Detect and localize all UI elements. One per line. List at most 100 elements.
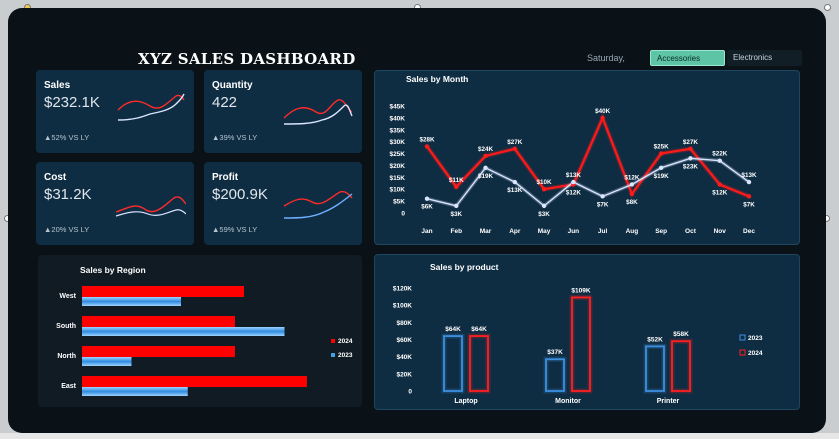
x-tick-label: May bbox=[538, 228, 551, 235]
slicer-accessories[interactable]: Accessories bbox=[650, 50, 725, 66]
data-label-2023: $19K bbox=[478, 173, 494, 180]
x-tick-label: Jan bbox=[421, 228, 432, 235]
kpi-label: Sales bbox=[44, 80, 71, 91]
resize-handle-top-right[interactable] bbox=[824, 4, 831, 11]
data-label-2023: $3K bbox=[450, 211, 462, 218]
data-point-2023 bbox=[600, 194, 605, 199]
kpi-card-cost[interactable]: Cost $31.2K ▲20% VS LY bbox=[36, 162, 194, 245]
data-label-2024: $109K bbox=[571, 287, 590, 294]
data-point-2024 bbox=[512, 146, 518, 151]
legend-swatch-2023 bbox=[331, 353, 335, 357]
data-point-2023 bbox=[658, 165, 664, 171]
bar-2024 bbox=[469, 335, 489, 392]
bar-2024 bbox=[571, 296, 591, 392]
kpi-value: 422 bbox=[212, 94, 238, 111]
legend-label: 2023 bbox=[748, 335, 763, 342]
data-point-2023 bbox=[571, 179, 576, 185]
y-tick-label: 0 bbox=[408, 389, 412, 396]
kpi-card-profit[interactable]: Profit $200.9K ▲59% VS LY bbox=[204, 162, 362, 245]
data-point-2024 bbox=[658, 151, 664, 156]
data-label-2024: $64K bbox=[471, 326, 487, 333]
y-tick-label: $10K bbox=[389, 187, 405, 194]
legend-label: 2023 bbox=[338, 352, 353, 359]
y-tick-label: North bbox=[57, 353, 76, 360]
sparkline-2023 bbox=[283, 104, 353, 125]
data-label-2023: $3K bbox=[538, 211, 550, 218]
bar-2023 bbox=[82, 297, 181, 306]
y-tick-label: West bbox=[59, 293, 76, 300]
data-label-2024: $7K bbox=[743, 201, 755, 208]
data-label-2024: $10K bbox=[537, 179, 553, 186]
bar-glow-2024 bbox=[467, 333, 491, 394]
data-label-2024: $11K bbox=[449, 177, 464, 184]
x-tick-label: Nov bbox=[714, 228, 727, 235]
data-label-2024: $58K bbox=[673, 331, 689, 338]
x-tick-label: Laptop bbox=[454, 398, 477, 405]
kpi-delta: ▲20% VS LY bbox=[44, 225, 90, 234]
data-label-2024: $40K bbox=[595, 108, 611, 115]
kpi-delta: ▲39% VS LY bbox=[212, 133, 258, 142]
x-tick-label: Printer bbox=[657, 398, 680, 405]
data-label-2023: $64K bbox=[445, 326, 461, 333]
panel-sales-by-month[interactable]: Sales by Month 0 $5K $10K $15K $20K $25K $30K $… bbox=[374, 70, 800, 245]
legend-label: 2024 bbox=[748, 350, 763, 357]
data-point-2023 bbox=[454, 203, 459, 209]
x-tick-label: Apr bbox=[509, 228, 521, 235]
kpi-card-sales[interactable]: Sales $232.1K ▲52% VS LY bbox=[36, 70, 194, 153]
bar-glow-2023 bbox=[543, 356, 567, 394]
x-tick-label: Aug bbox=[626, 228, 639, 235]
y-tick-label: $60K bbox=[396, 337, 412, 344]
y-tick-label: $80K bbox=[396, 320, 412, 327]
day-label: Saturday, bbox=[587, 53, 625, 63]
y-tick-label: 0 bbox=[401, 211, 405, 218]
x-tick-label: Oct bbox=[685, 228, 697, 235]
data-label-2023: $19K bbox=[654, 173, 670, 180]
bar-2023 bbox=[82, 387, 188, 396]
data-label-2024: $27K bbox=[683, 139, 699, 146]
sparkline-2024 bbox=[115, 196, 186, 213]
bar-glow-2024 bbox=[669, 338, 693, 394]
y-tick-label: $45K bbox=[389, 104, 405, 111]
series-line-2024 bbox=[426, 115, 750, 198]
data-label-2023: $37K bbox=[547, 349, 563, 356]
y-tick-label: $40K bbox=[389, 115, 405, 122]
sparkline-2023 bbox=[283, 193, 353, 219]
kpi-delta: ▲52% VS LY bbox=[44, 133, 90, 142]
sparkline-2023 bbox=[115, 209, 186, 217]
y-tick-label: $30K bbox=[389, 139, 405, 146]
data-label-2023: $13K bbox=[741, 172, 757, 179]
bar-chart-sales-by-region: West South North East 2024 2023 bbox=[56, 286, 353, 396]
panel-sales-by-region[interactable]: Sales by Region West South North East 2024 20… bbox=[38, 255, 362, 407]
panel-sales-by-product[interactable]: Sales by product 0 $20K $40K $60K $80K $100K $… bbox=[374, 254, 800, 410]
data-label-2024: $28K bbox=[419, 136, 435, 143]
data-point-2023 bbox=[746, 179, 752, 185]
slicer-electronics[interactable]: Electronics bbox=[727, 50, 802, 66]
data-label-2023: $52K bbox=[647, 336, 663, 343]
bar-2024 bbox=[82, 316, 235, 327]
sparkline-sales bbox=[117, 93, 185, 121]
panel-title: Sales by Region bbox=[80, 265, 146, 275]
y-tick-label: $120K bbox=[393, 286, 412, 293]
sparkline-profit bbox=[283, 190, 353, 219]
data-point-2024 bbox=[629, 191, 635, 197]
kpi-label: Cost bbox=[44, 172, 67, 183]
legend-swatch-2023 bbox=[739, 334, 746, 341]
y-tick-label: $35K bbox=[389, 127, 405, 134]
y-tick-label: East bbox=[61, 383, 76, 390]
series-glow-2024 bbox=[425, 111, 750, 199]
line-chart-sales-by-month: 0 $5K $10K $15K $20K $25K $30K $35K $40K $45K Jan F… bbox=[389, 104, 757, 236]
data-point-2024 bbox=[483, 153, 488, 159]
kpi-card-quantity[interactable]: Quantity 422 ▲39% VS LY bbox=[204, 70, 362, 153]
sparkline-quantity bbox=[283, 99, 353, 125]
kpi-value: $232.1K bbox=[44, 94, 100, 111]
data-point-2023 bbox=[541, 203, 547, 209]
data-point-2024 bbox=[717, 182, 722, 187]
data-label-2023: $12K bbox=[624, 174, 640, 181]
data-point-2024 bbox=[600, 115, 605, 121]
y-tick-label: $100K bbox=[393, 303, 412, 310]
dashboard-canvas[interactable]: XYZ SALES DASHBOARD Saturday, Accessorie… bbox=[8, 8, 826, 433]
data-label-2024: $12K bbox=[712, 189, 728, 196]
data-label-2024: $27K bbox=[507, 139, 523, 146]
sparkline-2023 bbox=[117, 93, 185, 121]
sparkline-2024 bbox=[117, 94, 185, 111]
